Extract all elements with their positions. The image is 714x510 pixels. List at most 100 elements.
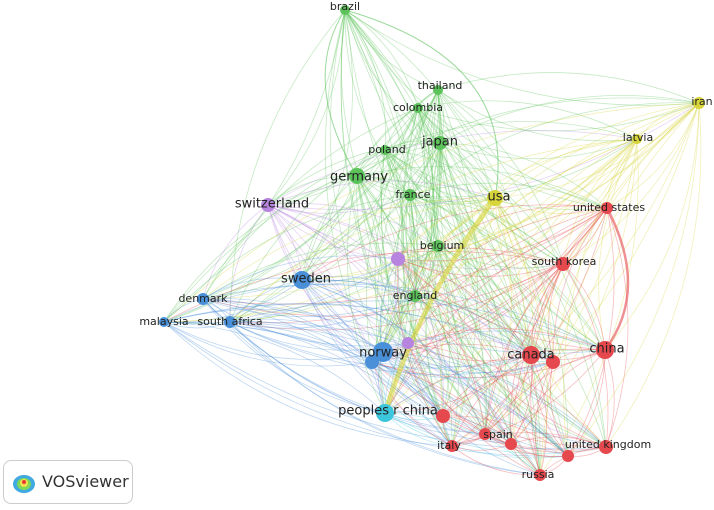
edge [437,89,564,265]
edge [202,298,373,363]
edge [324,9,358,177]
node-label: france [396,188,431,201]
edge [409,194,459,447]
edge [356,175,383,363]
node-label: thailand [418,79,463,92]
edge [397,258,606,351]
edge [356,175,439,247]
edge [414,295,607,448]
edge [301,279,512,445]
edge [229,142,441,323]
edge [384,263,564,414]
edge [437,89,478,447]
edge [409,194,607,448]
node [402,337,414,349]
edge [442,415,512,445]
edge [510,361,554,445]
node [446,440,458,452]
edge [562,263,606,351]
edge [605,102,702,448]
edge [356,175,409,344]
edge [414,107,434,297]
edge [439,142,467,417]
edge [539,102,700,476]
node [197,293,209,305]
edge [436,142,512,445]
edge [397,138,638,260]
edge [344,9,569,457]
edge [438,142,541,476]
node-label: south korea [532,255,597,268]
edge [356,175,486,435]
edge [329,9,384,353]
node [632,134,642,144]
node-label: belgium [420,239,465,252]
edge [163,321,386,414]
node [436,409,450,423]
edge [376,89,439,414]
edge [439,142,532,356]
edge [202,283,606,351]
logo[interactable]: VOSviewer [3,460,133,504]
node [556,257,570,271]
edge [409,194,532,356]
node [433,136,447,150]
node-label: russia [522,468,555,481]
node-label: germany [330,170,388,185]
edge [267,204,384,353]
edge [301,279,444,417]
edge [417,107,608,209]
node [479,428,491,440]
edge [371,197,496,363]
edge [494,138,638,199]
edge [380,149,453,447]
edge [356,175,399,260]
edge [344,9,405,414]
node-label: italy [437,439,461,452]
edge [442,102,700,417]
edge [437,205,608,247]
edge [437,72,700,104]
edge [484,433,569,457]
node-label: brazil [330,0,360,13]
edge [606,102,700,209]
edge [382,351,532,368]
edge [229,321,569,457]
edge [442,354,532,417]
edge [409,194,606,351]
edge [397,102,700,260]
edge [409,194,564,265]
edge [407,342,532,362]
edge [484,207,608,435]
edge [530,102,700,356]
edge [567,349,606,457]
edge [229,263,564,331]
node [376,404,394,422]
edge [229,204,269,323]
edge [371,361,453,447]
edge [202,107,419,300]
edge [437,245,564,269]
edge [163,102,700,323]
edge [344,9,700,106]
edge [397,197,496,260]
edge [603,207,630,351]
edge [267,204,532,356]
edge [384,149,512,445]
edge [401,107,453,447]
edge [202,102,700,300]
edge [163,303,554,363]
edge [267,204,564,270]
edge [409,194,486,435]
edge [202,89,439,300]
edge [414,138,638,297]
edge [229,321,373,363]
edge [202,298,486,435]
edge [397,258,444,417]
edge [356,175,416,297]
edge [371,361,444,417]
edge [384,121,638,151]
edge [229,175,358,323]
edge [229,321,444,417]
